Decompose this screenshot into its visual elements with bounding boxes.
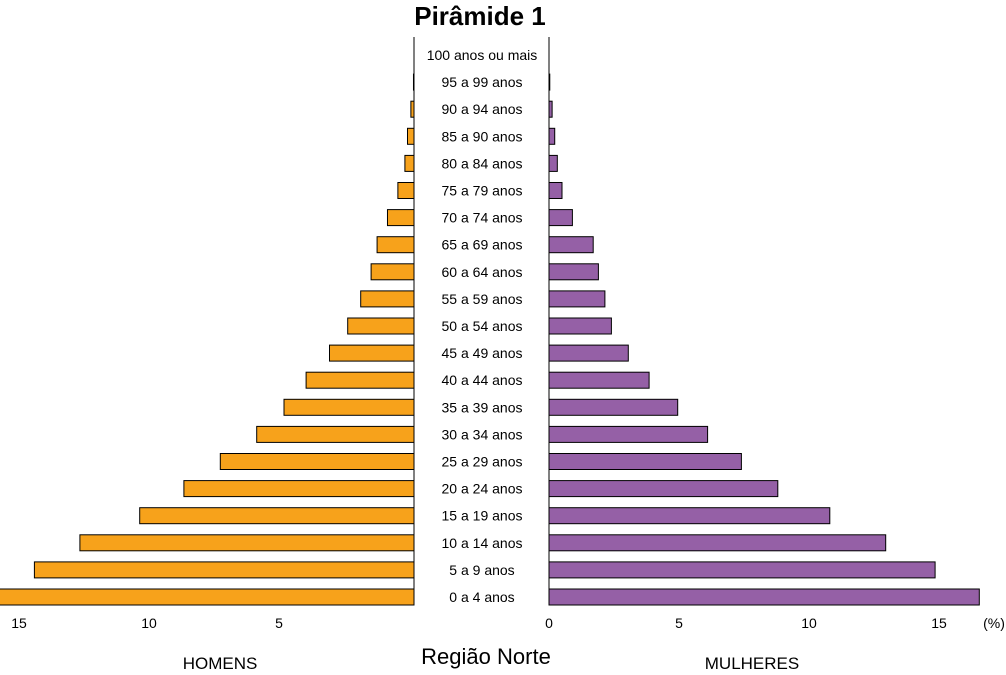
age-group-label: 90 a 94 anos: [442, 101, 523, 117]
women-bar: [548, 371, 650, 389]
age-group-labels: 100 anos ou mais 95 a 99 anos 90 a 94 anos…: [427, 47, 538, 605]
women-bar: [548, 290, 606, 308]
women-bar: [548, 534, 887, 552]
age-group-label: 80 a 84 anos: [442, 155, 523, 171]
women-bar: [548, 344, 629, 362]
men-bar: [305, 371, 415, 389]
men-bar: [360, 290, 415, 308]
men-bar: [404, 154, 415, 172]
men-bar: [397, 182, 415, 199]
age-group-label: 60 a 64 anos: [442, 264, 523, 280]
women-bar: [548, 425, 709, 443]
age-group-label: 85 a 90 anos: [442, 128, 523, 144]
women-axis-label: MULHERES: [705, 654, 799, 673]
women-bar: [548, 398, 679, 416]
women-bar: [548, 263, 599, 281]
women-bar: [548, 209, 573, 227]
men-bar: [0, 588, 415, 606]
age-group-label: 75 a 79 anos: [442, 183, 523, 199]
age-group-label: 10 a 14 anos: [442, 535, 523, 551]
men-axis-label: HOMENS: [183, 654, 258, 673]
x-axis-tick-labels: 15 10 5 0 5 10 15: [11, 615, 947, 631]
age-group-label: 70 a 74 anos: [442, 210, 523, 226]
men-bar: [79, 534, 415, 552]
x-tick-label-women: 0: [545, 615, 553, 631]
men-bar: [219, 453, 415, 470]
men-bar: [347, 317, 415, 335]
x-tick-label-men: 5: [275, 615, 283, 631]
men-bar: [407, 127, 415, 145]
age-group-label: 20 a 24 anos: [442, 481, 523, 497]
women-bar: [548, 236, 594, 254]
age-group-label: 25 a 29 anos: [442, 454, 523, 470]
x-tick-label-men: 15: [11, 615, 27, 631]
men-bar: [329, 344, 415, 362]
age-group-label: 35 a 39 anos: [442, 399, 523, 415]
age-group-label: 15 a 19 anos: [442, 508, 523, 524]
men-bar: [256, 425, 415, 443]
women-bar: [548, 317, 612, 335]
x-tick-label-women: 15: [931, 615, 947, 631]
women-bar: [548, 154, 558, 172]
women-bar: [548, 182, 563, 199]
age-group-label: 55 a 59 anos: [442, 291, 523, 307]
men-bar: [139, 507, 415, 525]
women-bar: [548, 561, 936, 579]
age-group-label: 65 a 69 anos: [442, 237, 523, 253]
men-bar: [33, 561, 415, 579]
x-tick-label-women: 5: [675, 615, 683, 631]
women-bar: [548, 453, 742, 470]
men-bar: [386, 209, 415, 227]
region-subtitle: Região Norte: [421, 644, 551, 669]
age-group-label: 100 anos ou mais: [427, 47, 538, 63]
men-bar: [370, 263, 415, 281]
women-bar: [548, 507, 831, 525]
chart-title: Pirâmide 1: [414, 1, 546, 31]
age-group-label: 40 a 44 anos: [442, 372, 523, 388]
women-bars: [548, 37, 980, 606]
women-bar: [548, 588, 980, 606]
x-tick-label-women: 10: [801, 615, 817, 631]
men-bar: [376, 236, 415, 254]
women-bar: [548, 480, 779, 498]
x-tick-label-men: 10: [141, 615, 157, 631]
women-bar: [548, 127, 556, 145]
unit-label: (%): [983, 615, 1005, 631]
age-group-label: 30 a 34 anos: [442, 426, 523, 442]
age-group-label: 45 a 49 anos: [442, 345, 523, 361]
men-bar: [283, 398, 415, 416]
age-group-label: 0 a 4 anos: [449, 589, 514, 605]
age-group-label: 95 a 99 anos: [442, 74, 523, 90]
men-bars: [0, 37, 415, 606]
age-group-label: 5 a 9 anos: [449, 562, 514, 578]
age-group-label: 50 a 54 anos: [442, 318, 523, 334]
men-bar: [183, 480, 415, 498]
